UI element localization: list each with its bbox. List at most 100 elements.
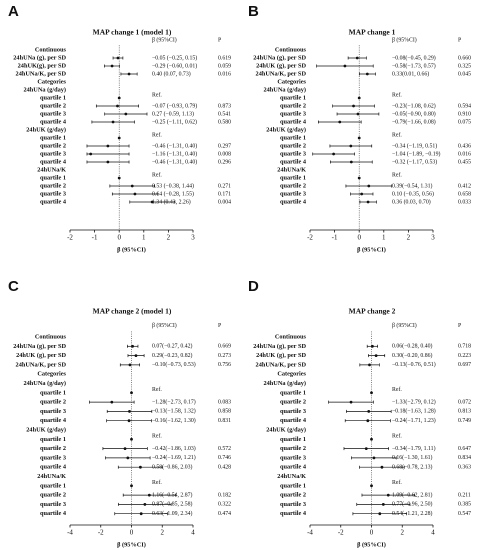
estimate-point — [130, 484, 133, 488]
row-label: quartile 4 — [40, 417, 67, 424]
estimate-text: −0.24(−1.71, 1.23) — [392, 417, 436, 424]
estimate-text: −0.79(−1.66, 0.08) — [392, 118, 436, 125]
p-value: 0.008 — [218, 151, 231, 157]
row-label: Categories — [277, 371, 306, 378]
estimate-text: −0.42(−1.86, 1.03) — [152, 445, 196, 452]
estimate-point — [360, 192, 364, 196]
p-value: 0.718 — [458, 344, 471, 350]
estimate-text: −0.34(−1.79, 1.11) — [392, 445, 436, 452]
estimate-text: −0.13(−1.58, 1.32) — [152, 408, 196, 415]
estimate-point — [127, 419, 131, 423]
panel-letter: B — [248, 3, 259, 20]
estimate-point — [370, 437, 373, 441]
row-label: quartile 3 — [280, 501, 306, 508]
row-label: quartile 1 — [40, 94, 66, 101]
estimate-point — [130, 391, 133, 395]
row-label: 24hUNa (g/day) — [263, 380, 306, 387]
x-tick-label: 0 — [117, 234, 121, 242]
estimate-text: −0.08(−0.45, 0.29) — [392, 54, 436, 61]
estimate-text: −0.10(−0.73, 0.53) — [152, 361, 196, 368]
estimate-text: −0.24(−1.69, 1.21) — [152, 454, 196, 461]
estimate-point — [131, 344, 134, 348]
x-tick-label: -2 — [67, 234, 73, 242]
row-label: 24hUNa/K — [277, 166, 306, 173]
estimate-point — [349, 400, 353, 404]
x-axis-label: β (95%CI) — [117, 246, 146, 253]
x-tick-label: -2 — [307, 234, 313, 242]
estimate-point — [370, 484, 373, 488]
estimate-text: −0.07 (−0.93, 0.79) — [152, 102, 197, 109]
p-value: 0.436 — [458, 143, 471, 149]
row-label: quartile 4 — [40, 464, 67, 471]
p-value: 0.296 — [218, 159, 231, 165]
estimate-text: −1.28(−2.73, 0.17) — [152, 398, 196, 405]
estimate-text: 0.58(−0.86, 2.03) — [152, 464, 193, 471]
p-value: 0.016 — [218, 71, 231, 77]
estimate-text: −0.58(−1.73, 0.57) — [392, 62, 436, 69]
estimate-text: Ref. — [392, 433, 402, 440]
p-value: 0.619 — [218, 55, 231, 61]
row-label: quartile 2 — [280, 142, 306, 149]
estimate-text: 0.68(−0.78, 2.13) — [392, 464, 433, 471]
row-label: 24hUNa (g/day) — [23, 380, 66, 387]
row-label: quartile 1 — [280, 94, 306, 101]
estimate-point — [123, 447, 127, 450]
x-tick-label: -1 — [332, 234, 338, 242]
row-label: quartile 3 — [40, 110, 66, 117]
col-header: P — [218, 38, 221, 44]
estimate-point — [106, 160, 110, 164]
estimate-point — [365, 72, 369, 76]
estimate-point — [110, 64, 114, 68]
row-label: quartile 2 — [40, 182, 66, 189]
p-value: 0.363 — [458, 465, 471, 471]
row-label: 24hUK (g), per SD — [256, 352, 306, 359]
row-label: quartile 3 — [280, 110, 306, 117]
estimate-text: 0.87(−0.85, 2.58) — [152, 501, 193, 508]
estimate-text: −0.13(−0.76, 0.51) — [392, 361, 436, 368]
col-header: β (95%CI) — [392, 37, 417, 44]
estimate-point — [366, 419, 370, 423]
row-label: quartile 2 — [40, 399, 66, 406]
row-label: quartile 2 — [280, 445, 306, 452]
row-label: quartile 3 — [280, 150, 306, 157]
x-tick-label: 2 — [401, 529, 405, 537]
estimate-point — [128, 410, 131, 413]
panel-title: MAP change 2 — [349, 307, 396, 316]
estimate-point — [134, 354, 138, 357]
row-label: 24hUK (g), per SD — [16, 352, 66, 359]
row-label: quartile 3 — [280, 190, 306, 197]
estimate-point — [124, 112, 128, 116]
p-value: 0.083 — [218, 399, 231, 405]
panel-letter: D — [248, 278, 259, 295]
estimate-point — [133, 192, 137, 196]
row-label: quartile 4 — [280, 417, 307, 424]
row-label: quartile 4 — [280, 464, 307, 471]
row-label: 24hUK (g/day) — [266, 426, 306, 433]
x-tick-label: 3 — [191, 234, 195, 242]
estimate-text: 0.16(−1.30, 1.61) — [392, 454, 433, 461]
p-value: 0.746 — [218, 455, 231, 461]
estimate-point — [106, 144, 110, 148]
panel-title: MAP change 2 (model 1) — [93, 307, 172, 316]
estimate-text: −0.32 (−1.17, 0.53) — [392, 158, 437, 165]
estimate-point — [139, 465, 142, 469]
p-value: 0.075 — [458, 119, 471, 125]
estimate-text: −1.33(−2.79, 0.12) — [392, 398, 436, 405]
estimate-point — [371, 344, 374, 348]
row-label: quartile 4 — [40, 158, 67, 165]
estimate-text: 0.36 (0.03, 0.70) — [392, 198, 431, 205]
p-value: 0.749 — [458, 418, 471, 424]
p-value: 0.045 — [458, 71, 471, 77]
row-label: quartile 2 — [40, 492, 66, 499]
row-label: 24hUNa (g), per SD — [13, 54, 66, 61]
row-label: quartile 1 — [280, 389, 306, 396]
row-label: 24hUNa (g/day) — [23, 86, 66, 93]
estimate-text: 0.39(−0.54, 1.31) — [392, 182, 433, 189]
p-value: 0.072 — [458, 399, 471, 405]
estimate-point — [116, 104, 119, 108]
estimate-text: Ref. — [392, 479, 402, 486]
row-label: quartile 2 — [280, 182, 306, 189]
row-label: quartile 4 — [40, 510, 67, 517]
p-value: 0.004 — [218, 199, 231, 205]
x-axis-label: β (95%CI) — [117, 541, 146, 548]
